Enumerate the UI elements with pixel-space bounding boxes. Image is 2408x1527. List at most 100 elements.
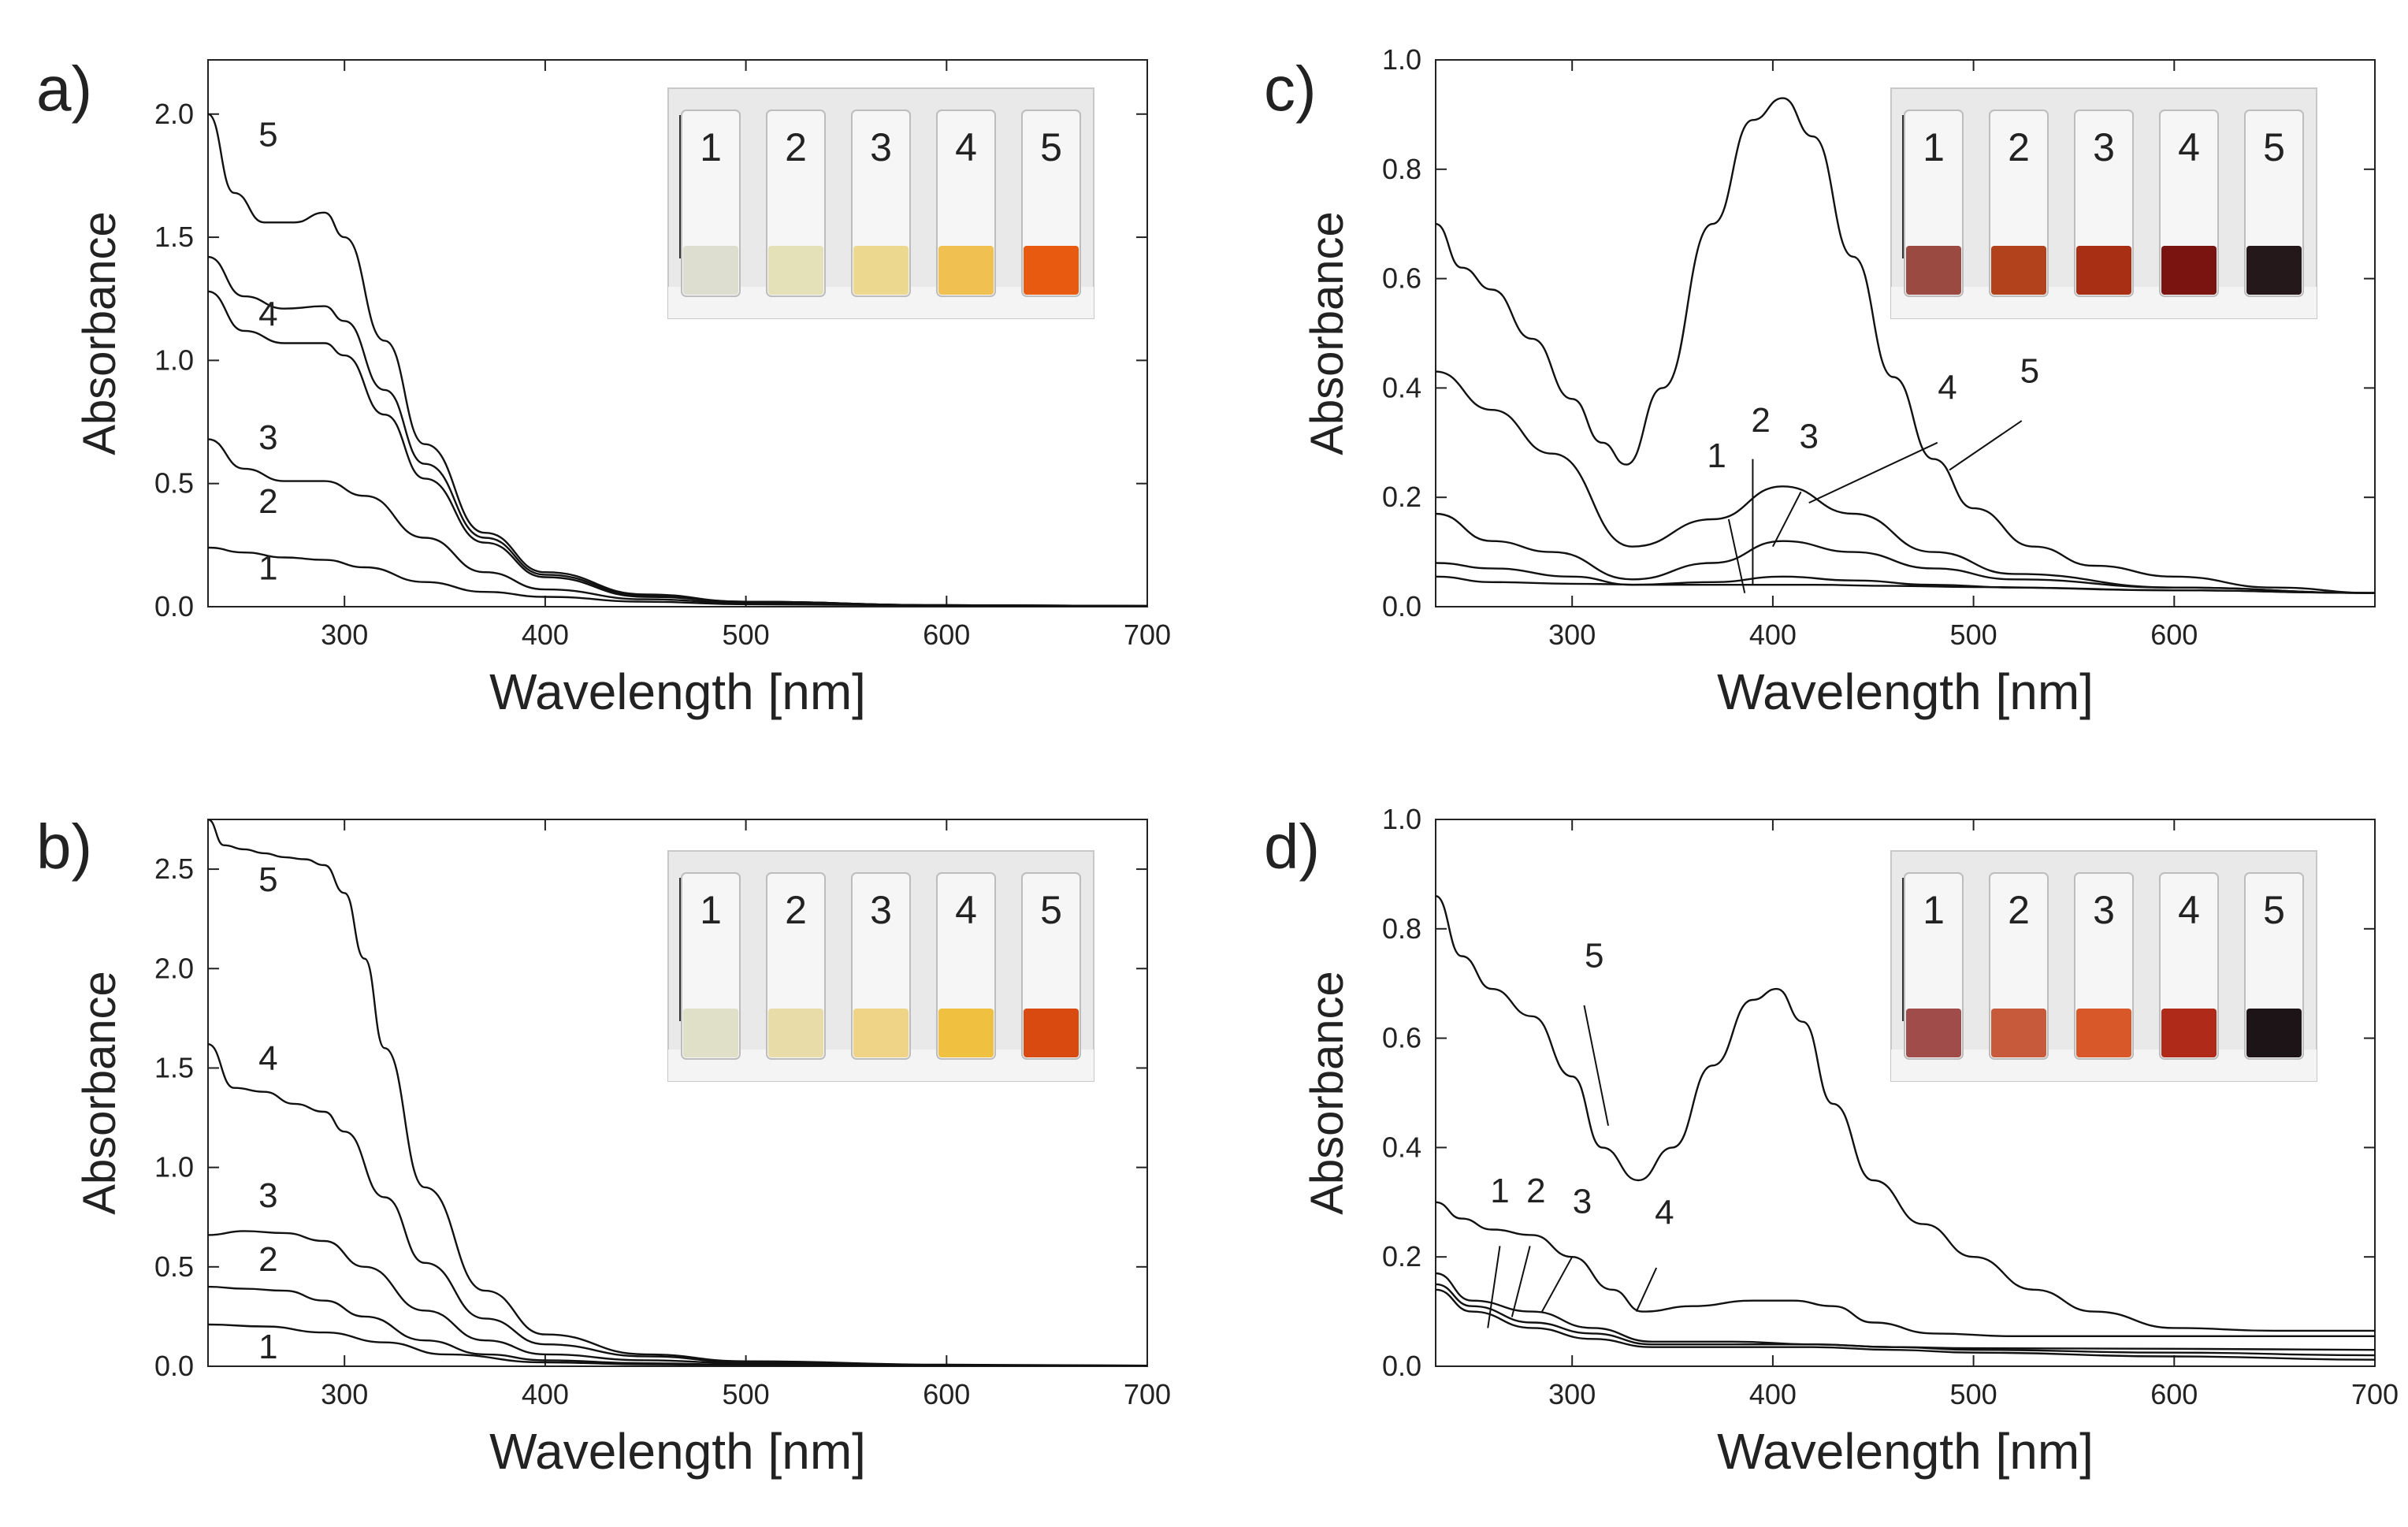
- chart-panel-c: 300 400 500 600 0.0 0.2 0.4 0.6 0.8 1.0 Wavelength…: [1264, 43, 2376, 720]
- curve-label-3: 3: [258, 1176, 277, 1215]
- series-group: [208, 113, 1147, 607]
- vial-number: 1: [1923, 125, 1945, 169]
- y-tick-label: 2.0: [154, 98, 194, 130]
- y-tick-label: 0.6: [1382, 1022, 1421, 1054]
- y-tick-label: 0.0: [1382, 590, 1421, 622]
- y-axis-title: Absorbance: [1302, 971, 1353, 1215]
- curve-label-3: 3: [1573, 1183, 1592, 1221]
- curve-label-5: 5: [2020, 351, 2039, 390]
- x-tick-label: 600: [923, 1378, 970, 1410]
- y-tick-label: 0.0: [154, 590, 194, 622]
- x-tick-label: 300: [1548, 619, 1596, 651]
- y-tick-label: 0.4: [1382, 371, 1421, 403]
- chart-panel-a: 300 400 500 600 700 0.0 0.5 1.0 1.5 2.0 Wavelength…: [36, 54, 1171, 720]
- vial-number: 5: [1040, 888, 1062, 932]
- plot-frame: [207, 819, 1148, 1367]
- panel-label: b): [36, 812, 92, 882]
- y-tick-label: 0.0: [154, 1350, 194, 1382]
- y-tick-label: 2.5: [154, 853, 194, 885]
- series-group: [208, 819, 1147, 1366]
- y-tick-label: 0.2: [1382, 1240, 1421, 1272]
- vial-number: 4: [2178, 125, 2200, 169]
- y-axis-title: Absorbance: [1302, 211, 1353, 455]
- series-line-5: [1436, 895, 2375, 1332]
- chart-panel-d: 300 400 500 600 700 0.0 0.2 0.4 0.6 0.8 1.0 Wavelen…: [1264, 803, 2399, 1480]
- x-tick-label: 300: [321, 619, 368, 651]
- vial-number: 4: [955, 888, 977, 932]
- vial-number: 1: [700, 125, 722, 169]
- vial-number: 3: [870, 888, 892, 932]
- vial-number: 3: [2093, 888, 2115, 932]
- leader-line: [1635, 1267, 1658, 1313]
- series-line-3: [1436, 1272, 2375, 1351]
- leader-line: [1583, 1005, 1610, 1126]
- curve-label-3: 3: [258, 418, 277, 457]
- vial-number: 2: [785, 888, 807, 932]
- series-group: [1436, 97, 2375, 594]
- series-line-1: [1436, 1288, 2375, 1361]
- series-line-4: [1436, 370, 2375, 594]
- curve-label-1: 1: [1490, 1172, 1509, 1210]
- curve-label-1: 1: [258, 1328, 277, 1366]
- x-tick-label: 600: [923, 619, 970, 651]
- leader-line: [1727, 518, 1746, 593]
- x-tick-label: 700: [1124, 1378, 1171, 1410]
- curve-label-1: 1: [1707, 437, 1726, 475]
- panel-label: a): [36, 54, 92, 124]
- leader-line: [1772, 491, 1802, 548]
- curve-label-2: 2: [1751, 401, 1770, 440]
- vial-photo-inset: 1 2 3 4 5: [667, 87, 1094, 319]
- vial-liquid: [853, 246, 909, 295]
- y-tick-label: 0.4: [1382, 1131, 1421, 1163]
- vial-number: 3: [2093, 125, 2115, 169]
- y-tick-label: 2.0: [154, 952, 194, 984]
- vial-liquid: [1991, 1009, 2046, 1057]
- y-tick-label: 1.5: [154, 1051, 194, 1083]
- y-axis-title: Absorbance: [74, 971, 125, 1215]
- series-line-5: [1436, 97, 2375, 594]
- plot-frame: [207, 59, 1148, 607]
- vial-liquid: [2246, 246, 2302, 295]
- vial-liquid: [683, 246, 738, 295]
- leader-line: [1541, 1256, 1574, 1313]
- x-tick-label: 400: [1749, 619, 1797, 651]
- y-tick-label: 1.0: [154, 1151, 194, 1183]
- leader-line: [1487, 1246, 1501, 1328]
- x-tick-label: 500: [1950, 619, 1997, 651]
- vial-number: 2: [2008, 125, 2030, 169]
- vial-liquid: [1906, 246, 1961, 295]
- plot-frame: [1435, 59, 2376, 607]
- curve-label-2: 2: [258, 1240, 277, 1279]
- vial-number: 1: [1923, 888, 1945, 932]
- x-tick-label: 400: [522, 1378, 569, 1410]
- y-tick-label: 0.5: [154, 467, 194, 500]
- y-tick-label: 0.2: [1382, 481, 1421, 513]
- vial-liquid: [853, 1009, 909, 1057]
- curve-label-4: 4: [258, 1039, 277, 1078]
- vial-liquid: [768, 246, 823, 295]
- vial-liquid: [2076, 246, 2131, 295]
- x-tick-label: 500: [723, 619, 770, 651]
- leader-line: [1949, 420, 2023, 471]
- vial-number: 2: [2008, 888, 2030, 932]
- vial-number: 5: [1040, 125, 1062, 169]
- curve-label-4: 4: [1938, 368, 1956, 407]
- curve-label-5: 5: [258, 860, 277, 899]
- panel-label: d): [1264, 812, 1320, 882]
- vial-number: 2: [785, 125, 807, 169]
- vial-liquid: [1991, 246, 2046, 295]
- x-tick-label: 500: [1950, 1378, 1997, 1410]
- x-tick-label: 600: [2150, 1378, 2198, 1410]
- curve-label-1: 1: [258, 549, 277, 588]
- vial-number: 4: [955, 125, 977, 169]
- vial-number: 3: [870, 125, 892, 169]
- y-tick-label: 0.5: [154, 1250, 194, 1283]
- curve-label-3: 3: [1800, 418, 1819, 456]
- x-tick-label: 600: [2150, 619, 2198, 651]
- vial-liquid: [2161, 1009, 2217, 1057]
- vial-number: 5: [2263, 125, 2285, 169]
- vial-number: 4: [2178, 888, 2200, 932]
- curve-label-4: 4: [258, 295, 277, 334]
- curve-label-5: 5: [1585, 936, 1603, 975]
